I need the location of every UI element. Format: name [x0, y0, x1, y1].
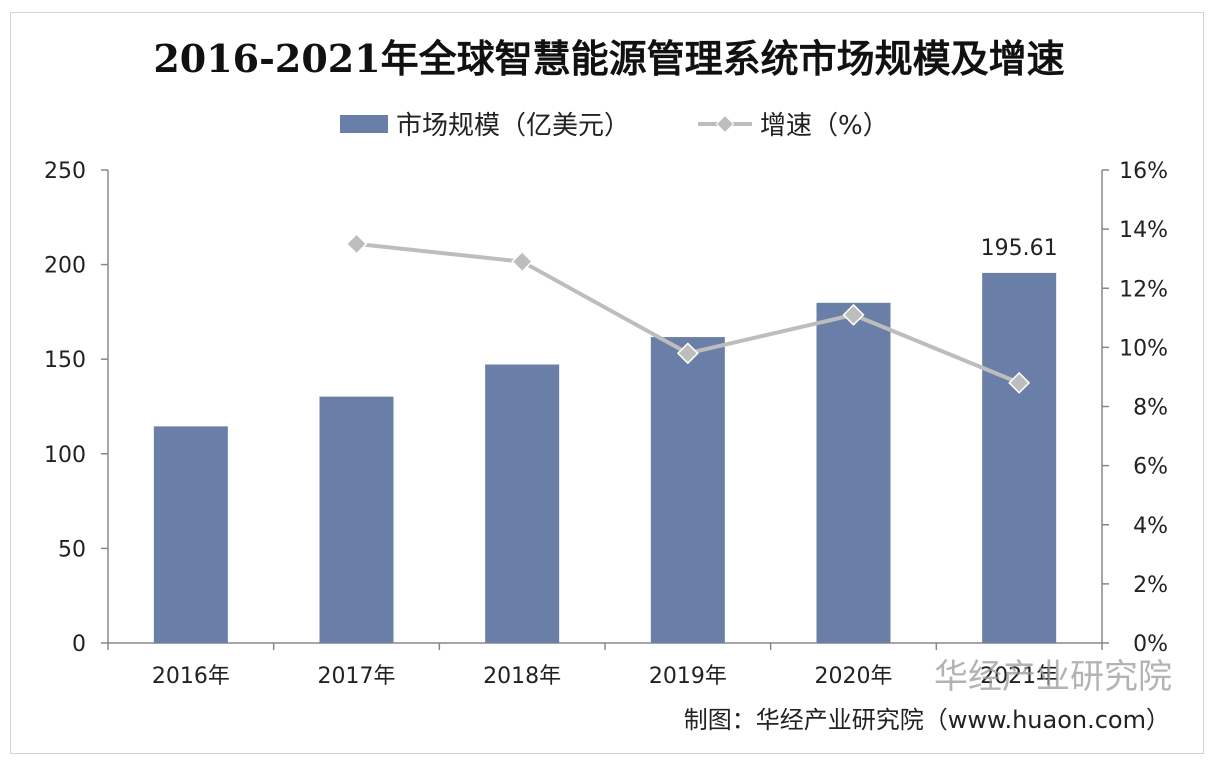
y-right-tick-label: 4%	[1133, 514, 1168, 539]
y-left-tick-label: 200	[44, 254, 86, 279]
x-tick-label: 2019年	[649, 664, 727, 689]
data-labels: 195.61	[981, 236, 1058, 261]
y-left-tick-label: 100	[44, 443, 86, 468]
bar-2020年	[816, 302, 891, 643]
bar-2016年	[153, 426, 228, 643]
y-right-tick-label: 14%	[1119, 218, 1168, 243]
x-tick-label: 2017年	[318, 664, 396, 689]
x-tick-label: 2016年	[152, 664, 230, 689]
y-right-tick-label: 6%	[1133, 455, 1168, 480]
bar-2021年	[982, 272, 1057, 643]
y-left-tick-label: 250	[44, 159, 86, 184]
legend-marker-line	[715, 114, 735, 134]
legend-label-bar: 市场规模（亿美元）	[396, 111, 630, 141]
chart-title: 2016-2021年全球智慧能源管理系统市场规模及增速	[153, 36, 1064, 81]
legend: 市场规模（亿美元） 增速（%）	[340, 111, 889, 141]
growth-point-2017年	[345, 232, 368, 255]
y-right-tick-label: 16%	[1119, 159, 1168, 184]
y-right-tick-label: 8%	[1133, 396, 1168, 421]
bars	[153, 272, 1057, 643]
y-left-tick-label: 50	[58, 537, 86, 562]
y-right-tick-label: 12%	[1119, 277, 1168, 302]
y-left-tick-label: 150	[44, 348, 86, 373]
data-label-2021年: 195.61	[981, 236, 1058, 261]
bar-2018年	[485, 364, 560, 643]
credit-text: 制图：华经产业研究院（www.huaon.com）	[684, 706, 1170, 734]
y-right-tick-label: 0%	[1133, 632, 1168, 657]
y-right-tick-label: 10%	[1119, 336, 1168, 361]
y-left-tick-label: 0	[72, 632, 86, 657]
x-tick-label: 2020年	[815, 664, 893, 689]
legend-swatch-bar	[340, 115, 388, 133]
bar-2019年	[650, 337, 725, 643]
legend-label-line: 增速（%）	[760, 111, 889, 141]
bar-2017年	[319, 396, 394, 643]
growth-point-2018年	[511, 250, 534, 273]
watermark: 华经产业研究院	[934, 657, 1172, 697]
growth-point-2020年	[842, 303, 865, 326]
growth-point-2019年	[676, 342, 699, 365]
x-tick-label: 2018年	[483, 664, 561, 689]
y-right-tick-label: 2%	[1133, 573, 1168, 598]
x-tick-label: 2021年	[980, 664, 1058, 689]
axes: 0 50 100 150 200 250 0% 2% 4% 6% 8% 10% 12% 14% 16% 201…	[44, 159, 1168, 689]
growth-point-2021年	[1008, 371, 1031, 394]
growth-line	[345, 232, 1031, 394]
